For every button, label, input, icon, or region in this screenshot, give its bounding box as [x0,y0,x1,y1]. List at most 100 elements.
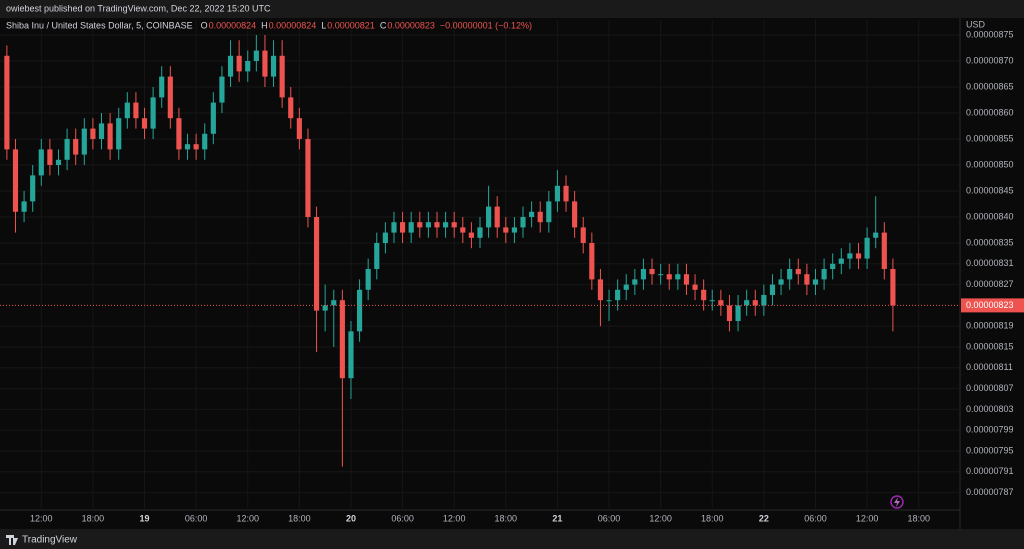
candle-body [554,185,560,202]
candle-body [400,222,406,233]
y-tick-label: 0.00000811 [966,362,1013,372]
x-tick-label: 22 [759,513,769,523]
candle-body [4,55,10,150]
candle-body [64,138,70,160]
y-tick-label: 0.00000860 [966,107,1014,117]
y-tick-label: 0.00000865 [966,81,1014,91]
legend-value: 0.00000824 [209,20,257,30]
brand-name: TradingView [22,535,78,546]
candle-body [718,300,724,306]
y-tick-label: 0.00000855 [966,133,1014,143]
candle-body [434,222,440,228]
candle-body [494,206,500,228]
candle-body [563,185,569,202]
candle-body [683,274,690,285]
candle-body [219,76,225,103]
candle-body [236,55,242,72]
candle-body [761,294,767,306]
candle-body [511,227,517,233]
candle-body [881,232,887,269]
candle-body [176,118,182,150]
candle-body [778,279,784,285]
candle-body [864,237,870,259]
x-tick-label: 12:00 [856,513,879,523]
candle-body [408,222,414,233]
candle-body [769,284,776,295]
x-tick-label: 21 [552,513,562,523]
candle-body [288,97,294,119]
candle-body [21,201,27,212]
candle-body [640,268,647,280]
x-tick-label: 12:00 [649,513,672,523]
candle-body [331,300,337,306]
candle-body [486,206,492,228]
candle-body [529,211,535,217]
candle-body [838,258,844,264]
candle-body [90,128,96,139]
candle-body [658,274,664,276]
footer-bar [0,529,1024,549]
x-tick-label: 12:00 [236,513,259,523]
candle-body [98,123,105,139]
candle-body [615,289,621,301]
candle-body [890,268,896,306]
x-tick-label: 06:00 [804,513,827,523]
legend-key: O [201,20,208,30]
candle-body [752,300,758,306]
y-tick-label: 0.00000840 [966,211,1014,221]
candle-body [227,55,234,77]
candle-body [589,242,595,280]
legend-key: C [380,20,387,30]
y-tick-label: 0.00000850 [966,159,1014,169]
y-tick-label: 0.00000870 [966,55,1014,65]
candle-body [374,242,380,269]
candle-body [38,149,44,176]
candle-body [744,300,750,306]
candle-body [279,55,285,98]
event-icon[interactable] [890,495,904,509]
candle-body [30,175,36,202]
candle-body [202,133,208,150]
candle-body [537,211,543,223]
candle-body [382,232,388,243]
candle-body [873,232,879,238]
candle-body [12,149,19,212]
candle-body [804,274,810,285]
x-tick-label: 20 [346,513,356,523]
y-tick-label: 0.00000875 [966,29,1014,39]
y-tick-label: 0.00000787 [966,487,1014,497]
y-tick-label: 0.00000845 [966,185,1014,195]
header-bar [0,0,1024,18]
candle-body [580,227,586,243]
candle-body [821,268,827,280]
candle-body [460,227,466,233]
candle-body [417,222,423,228]
candle-body [55,159,62,165]
x-tick-label: 18:00 [495,513,518,523]
candle-body [47,149,53,165]
x-tick-label: 18:00 [701,513,724,523]
y-tick-label: 0.00000815 [966,341,1014,351]
candle-body [81,128,87,155]
candle-body [726,305,733,321]
candle-body [443,222,449,228]
candle-body [133,102,139,119]
y-tick-label: 0.00000795 [966,445,1014,455]
candle-body [107,123,113,150]
y-tick-label: 0.00000791 [966,466,1014,476]
x-tick-label: 06:00 [598,513,621,523]
candle-body [649,268,655,275]
candle-body [503,227,509,233]
legend-key: L [321,20,326,30]
y-tick-label: 0.00000819 [966,321,1014,331]
candle-body [73,138,79,155]
candle-body [735,305,741,321]
header-text: owiebest published on TradingView.com, D… [6,3,271,13]
candle-body [425,222,431,228]
candle-body [451,222,457,228]
candle-body [787,268,793,280]
symbol-title: Shiba Inu / United States Dollar, 5, COI… [6,20,193,30]
candle-body [855,253,862,259]
candle-body [597,279,604,301]
